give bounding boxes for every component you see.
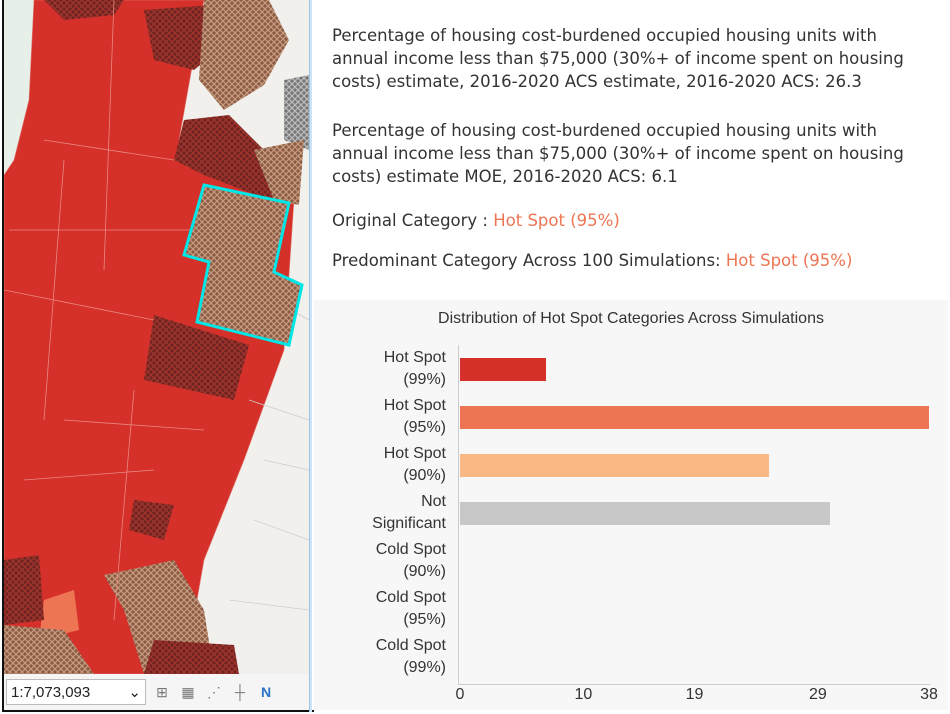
popup-panel: Percentage of housing cost-burdened occu… [314,0,948,712]
y-tick-label-line: (95%) [403,611,446,628]
map-view[interactable] [4,0,309,674]
y-tick-label-line: Not [421,493,446,510]
predominant-category: Predominant Category Across 100 Simulati… [332,249,932,272]
x-axis [458,684,930,685]
y-tick-label: Hot Spot (95%) [344,395,446,439]
scale-dropdown[interactable]: 1:7,073,093 ⌄ [6,679,146,705]
y-tick-label-line: (99%) [403,371,446,388]
y-tick-label: Cold Spot (95%) [344,587,446,631]
field-cost-burden-estimate: Percentage of housing cost-burdened occu… [332,26,904,91]
predominant-category-value: Hot Spot (95%) [725,251,853,270]
y-tick-label-line: Hot Spot [383,445,446,462]
y-tick-label-line: (90%) [403,563,446,580]
map-canvas[interactable] [4,0,309,674]
scale-value: 1:7,073,093 [11,683,91,701]
y-tick-label: Hot Spot (90%) [344,443,446,487]
chart-title: Distribution of Hot Spot Categories Acro… [438,310,824,327]
y-tick-label: Not Significant [344,491,446,535]
original-category-label: Original Category : [332,211,494,230]
map-toolbar: 1:7,073,093 ⌄ ⊞ ▦ ⋰ ┼ N [4,674,309,710]
x-tick-label: 29 [809,686,827,703]
bar[interactable] [460,502,831,525]
snapping-icon[interactable]: ⋰ [207,683,221,700]
original-category: Original Category : Hot Spot (95%) [332,209,932,232]
x-tick-label: 10 [574,686,593,703]
y-tick-label-line: Cold Spot [375,589,446,606]
y-tick-label-line: (99%) [403,659,446,676]
y-tick-label: Cold Spot (99%) [344,635,446,679]
add-grid-icon[interactable]: ⊞ [156,683,168,700]
y-tick-label: Hot Spot (99%) [344,347,446,391]
y-tick-label-line: (95%) [403,419,446,436]
selected-feature [182,183,304,347]
x-tick-label: 38 [920,686,938,703]
y-axis [458,345,459,685]
guides-icon[interactable]: ┼ [235,684,245,700]
x-tick-label: 0 [455,686,465,703]
grid-icon[interactable]: ▦ [181,683,195,700]
bar[interactable] [460,358,547,381]
y-tick-label-line: Cold Spot [375,541,446,558]
bar[interactable] [460,454,769,477]
original-category-value: Hot Spot (95%) [493,211,620,230]
pane-splitter[interactable] [309,0,312,712]
distribution-chart: Distribution of Hot Spot Categories Acro… [314,300,948,710]
chevron-down-icon: ⌄ [128,684,141,701]
y-tick-label-line: Cold Spot [375,637,446,654]
y-tick-label: Cold Spot (90%) [344,539,446,583]
north-arrow-icon[interactable]: N [260,684,272,700]
y-tick-label-line: Hot Spot [383,349,446,366]
y-tick-label-line: (90%) [403,467,446,484]
y-tick-label-line: Hot Spot [383,397,446,414]
predominant-category-label: Predominant Category Across 100 Simulati… [332,251,726,270]
field-cost-burden-moe: Percentage of housing cost-burdened occu… [332,121,904,186]
bar[interactable] [460,406,929,429]
y-tick-label-line: Significant [372,515,446,532]
x-tick-label: 19 [685,686,704,703]
